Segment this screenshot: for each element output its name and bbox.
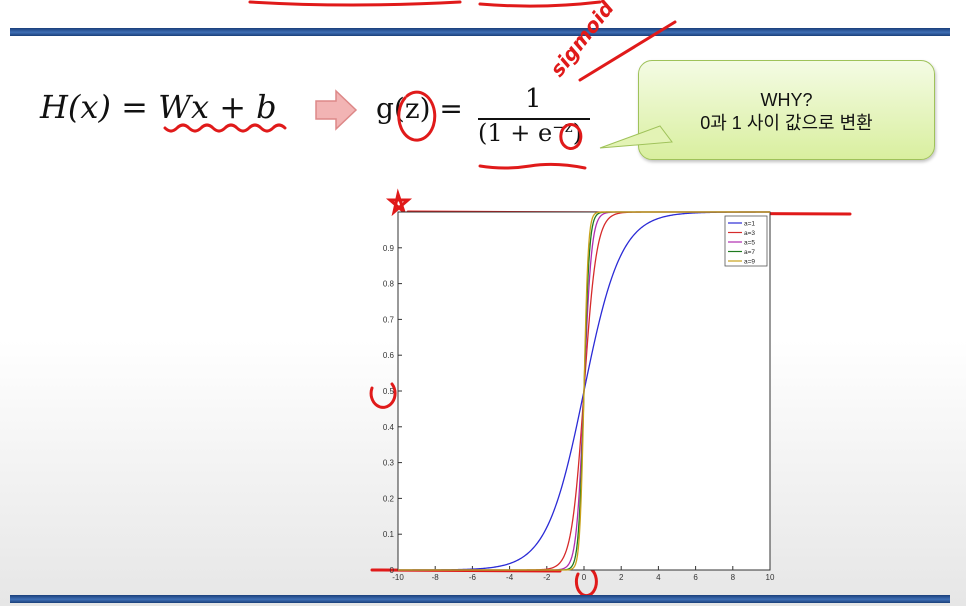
x-tick-label: 10 (766, 573, 775, 582)
legend: a=1 a=3 a=5 a=7 a=9 (724, 215, 768, 267)
y-tick-label: 0.3 (383, 459, 395, 468)
series-lines (398, 211, 770, 571)
scribble-top-left (248, 0, 602, 8)
sigmoid-denominator: (1 + e−z) (478, 118, 582, 147)
right-arrow-icon (315, 89, 358, 131)
y-tick-label: 0.4 (383, 423, 395, 432)
x-tick-label: 6 (693, 573, 698, 582)
x-tick-label: -10 (392, 573, 404, 582)
fraction-line (478, 118, 590, 120)
x-tick-label: -6 (469, 573, 477, 582)
y-tick-label: 0.6 (383, 351, 395, 360)
bubble-line-explanation: 0과 1 사이 값으로 변환 (700, 113, 873, 133)
z-circle-exponent (559, 123, 583, 150)
x-tick-label: -8 (432, 573, 440, 582)
legend-entry: a=3 (744, 230, 755, 237)
denominator-base: (1 + e (478, 119, 553, 147)
x-tick-label: 4 (656, 573, 661, 582)
y-tick-label: 0.2 (383, 494, 395, 503)
denominator-close: ) (572, 119, 583, 147)
series-line-a-9 (398, 211, 770, 571)
legend-box (724, 215, 768, 267)
y-axis-ticks: 0 0.1 0.2 0.3 0.4 0.5 0.6 0.7 0.8 0.9 (383, 211, 402, 575)
legend-entry: a=5 (744, 240, 755, 247)
x-tick-label: -4 (506, 573, 514, 582)
bubble-tail (599, 125, 673, 149)
wavy-underline-wx (163, 123, 287, 133)
underline-denominator (478, 162, 587, 170)
y-tick-label: 0.1 (383, 530, 395, 539)
y-tick-label: 0 (390, 566, 395, 575)
bubble-line-why: WHY? (760, 90, 813, 110)
hypothesis-formula: H(x) = Wx + b (40, 88, 277, 126)
sigmoid-slash (578, 20, 677, 82)
y-tick-label: 0.7 (383, 315, 395, 324)
bubble-text: WHY? 0과 1 사이 값으로 변환 (639, 89, 934, 135)
z-axis-circle (369, 382, 397, 409)
y-tick-label: 0.5 (383, 387, 395, 396)
legend-entry: a=1 (744, 221, 755, 228)
circle-around-z (397, 90, 437, 142)
star-icon (385, 188, 413, 217)
legend-entry: a=7 (744, 249, 755, 256)
sigmoid-function-name: g(z) = (376, 92, 463, 125)
bottom-bar (10, 595, 950, 603)
x-tick-label: 8 (731, 573, 736, 582)
y-tick-label: 0.8 (383, 280, 395, 289)
x-tick-label: 0 (582, 573, 587, 582)
sigmoid-numerator: 1 (525, 84, 542, 114)
top-title-bar (10, 28, 950, 36)
denominator-exponent: −z (552, 118, 573, 136)
y-tick-label: 0.9 (383, 244, 395, 253)
legend-entry: a=9 (744, 259, 755, 266)
x-tick-label: 2 (619, 573, 624, 582)
why-speech-bubble: WHY? 0과 1 사이 값으로 변환 (638, 60, 935, 160)
x-tick-label: -2 (543, 573, 551, 582)
